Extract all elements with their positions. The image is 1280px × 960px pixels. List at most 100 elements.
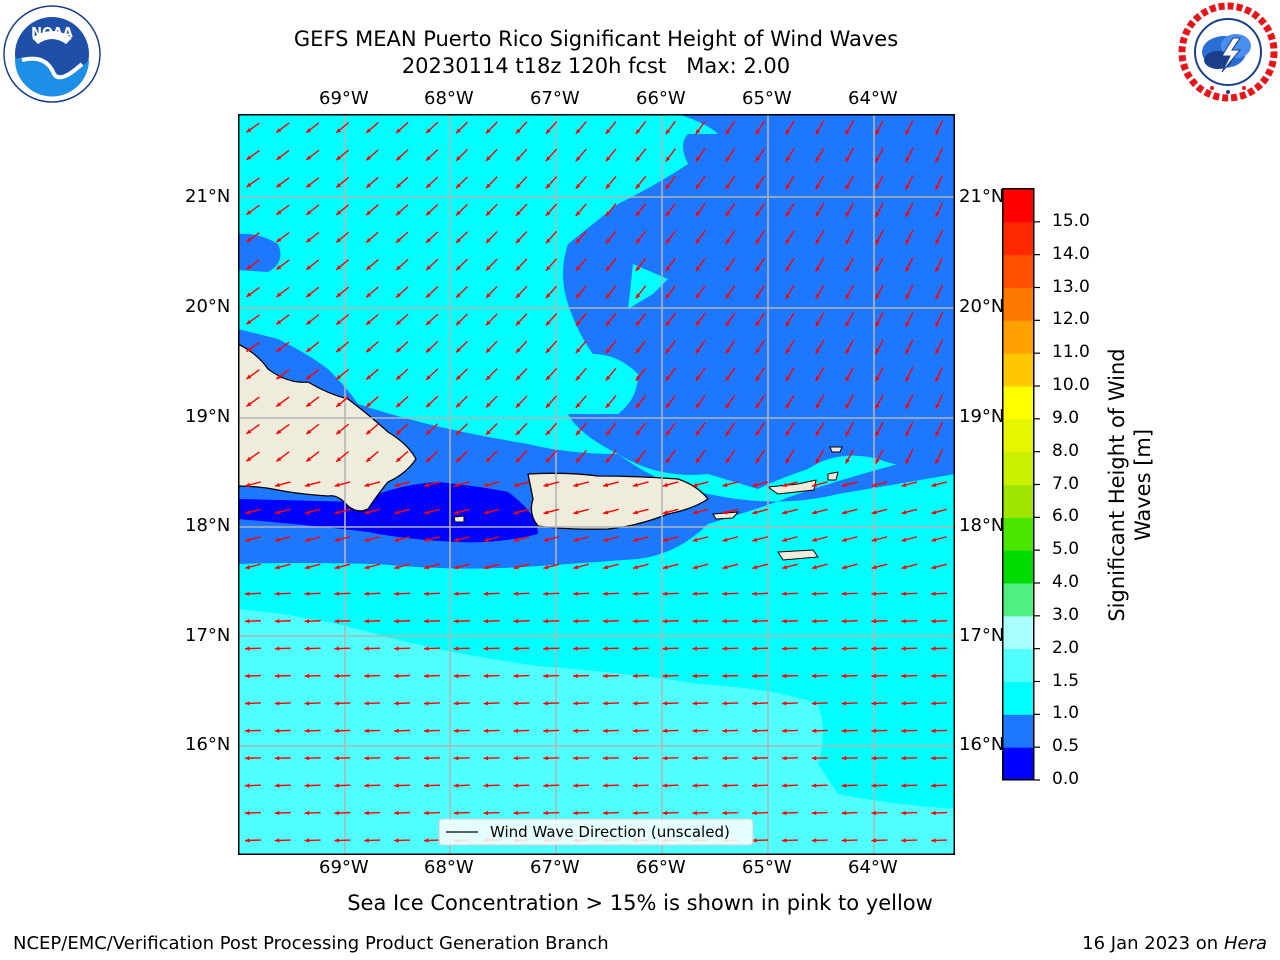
wind-wave-vector-head (515, 128, 521, 134)
wind-wave-vector-head (845, 458, 850, 464)
wind-wave-vector-head (453, 591, 459, 596)
wind-wave-vector-head (485, 347, 491, 353)
wind-wave-vector-head (635, 403, 641, 409)
wind-wave-vector-head (665, 321, 671, 326)
wind-wave-vector-head (543, 510, 549, 515)
wind-wave-vector-head (515, 375, 521, 381)
wind-wave-vector-head (513, 756, 518, 761)
wind-wave-vector-head (725, 156, 731, 162)
wind-wave-vector-head (602, 591, 608, 596)
wind-wave-vector-head (485, 320, 491, 326)
wind-wave-vector-head (841, 537, 847, 542)
wind-wave-vector-head (394, 565, 400, 570)
wind-wave-vector-head (573, 783, 578, 788)
wind-wave-vector-head (513, 646, 518, 651)
wind-wave-vector-head (246, 265, 252, 270)
wind-wave-vector-head (752, 565, 758, 570)
wind-wave-vector-head (845, 431, 850, 437)
colorbar-tick-label: 8.0 (1052, 440, 1080, 461)
wind-wave-vector-head (545, 430, 551, 436)
colorbar-segment (1003, 254, 1033, 288)
wind-wave-vector-head (901, 510, 907, 515)
wind-wave-vector-head (781, 618, 787, 624)
wind-wave-vector-head (454, 482, 459, 488)
wind-wave-vector-head (485, 293, 491, 298)
wind-wave-vector-head (515, 430, 521, 436)
colorbar-segment (1003, 681, 1033, 715)
wind-wave-vector-head (875, 294, 880, 300)
wind-wave-vector-head (396, 429, 401, 435)
wind-wave-vector-head (364, 537, 370, 542)
wind-wave-vector-head (931, 646, 936, 651)
wind-wave-vector-head (364, 728, 369, 733)
wind-wave-vector-head (695, 375, 701, 381)
colorbar-tick-label: 7.0 (1052, 473, 1080, 494)
wind-wave-vector-head (575, 457, 581, 463)
wind-wave-vector-head (815, 403, 820, 409)
wind-wave-vector-head (752, 618, 757, 624)
wind-wave-vector-head (575, 128, 581, 134)
wind-wave-vector-head (245, 565, 251, 570)
wind-wave-vector-head (456, 457, 461, 463)
wind-wave-vector-head (845, 211, 850, 217)
wind-wave-vector-head (811, 618, 817, 624)
colorbar-segment (1003, 648, 1033, 682)
wind-wave-vector-head (334, 783, 339, 788)
wind-wave-vector-head (276, 347, 282, 352)
wind-wave-vector-head (366, 237, 372, 243)
wind-wave-vector-head (905, 376, 910, 382)
wind-wave-vector-head (935, 458, 940, 464)
wind-wave-vector-head (334, 510, 340, 515)
colorbar-segment (1003, 320, 1033, 354)
wind-wave-vector-head (394, 591, 399, 596)
wind-wave-vector-head (845, 348, 850, 354)
wind-wave-vector-head (334, 810, 339, 816)
wind-wave-vector-head (665, 375, 671, 381)
wind-wave-vector-head (875, 431, 880, 437)
wind-wave-vector-head (635, 211, 641, 217)
credit-right: 16 Jan 2023 on Hera (1082, 933, 1267, 954)
wind-wave-vector-head (426, 402, 431, 408)
wind-wave-vector-head (602, 646, 608, 651)
wind-wave-vector-head (692, 783, 697, 788)
wind-wave-vector-head (513, 510, 519, 515)
wind-wave-vector-head (695, 458, 701, 464)
wind-wave-vector-head (573, 756, 578, 761)
wind-wave-vector-head (811, 756, 817, 761)
wind-wave-vector-head (453, 810, 459, 816)
wind-wave-vector-head (815, 157, 820, 162)
wind-wave-vector-head (605, 293, 611, 299)
wind-wave-vector-head (575, 293, 581, 299)
wind-wave-vector-head (692, 673, 697, 679)
wind-wave-vector-head (871, 510, 877, 515)
lon-tick-bottom-67w: 67°W (530, 857, 580, 878)
wind-wave-vector-head (366, 292, 372, 298)
wind-wave-vector-head (785, 321, 790, 327)
wind-wave-vector-head (722, 783, 727, 788)
wind-wave-vector-head (931, 728, 936, 733)
wind-wave-vector-head (244, 728, 250, 733)
wind-wave-vector-head (841, 701, 847, 706)
wind-wave-vector-head (366, 402, 372, 407)
wind-wave-vector-head (605, 320, 611, 326)
wind-wave-vector-head (543, 756, 548, 761)
wind-wave-vector-head (336, 237, 342, 243)
wind-wave-vector-head (931, 673, 936, 679)
wind-wave-vector-head (276, 182, 282, 188)
wind-wave-vector-head (662, 783, 668, 788)
wind-wave-vector-head (811, 783, 817, 788)
wind-wave-vector-head (543, 810, 548, 816)
wind-wave-vector-head (545, 265, 551, 271)
colorbar-tick-label: 12.0 (1052, 309, 1090, 330)
lat-tick-left-21n: 21°N (185, 186, 231, 207)
wind-wave-vector-head (605, 211, 611, 217)
wind-wave-vector-head (423, 810, 429, 816)
wind-wave-vector-head (456, 320, 461, 326)
wind-wave-vector-head (513, 482, 519, 488)
lon-tick-bottom-64w: 64°W (848, 857, 898, 878)
wind-wave-vector-head (545, 293, 551, 299)
wind-wave-vector-head (871, 482, 877, 488)
wind-wave-vector-head (573, 591, 578, 596)
wind-wave-vector-head (815, 184, 820, 190)
wind-wave-vector-head (845, 403, 850, 409)
